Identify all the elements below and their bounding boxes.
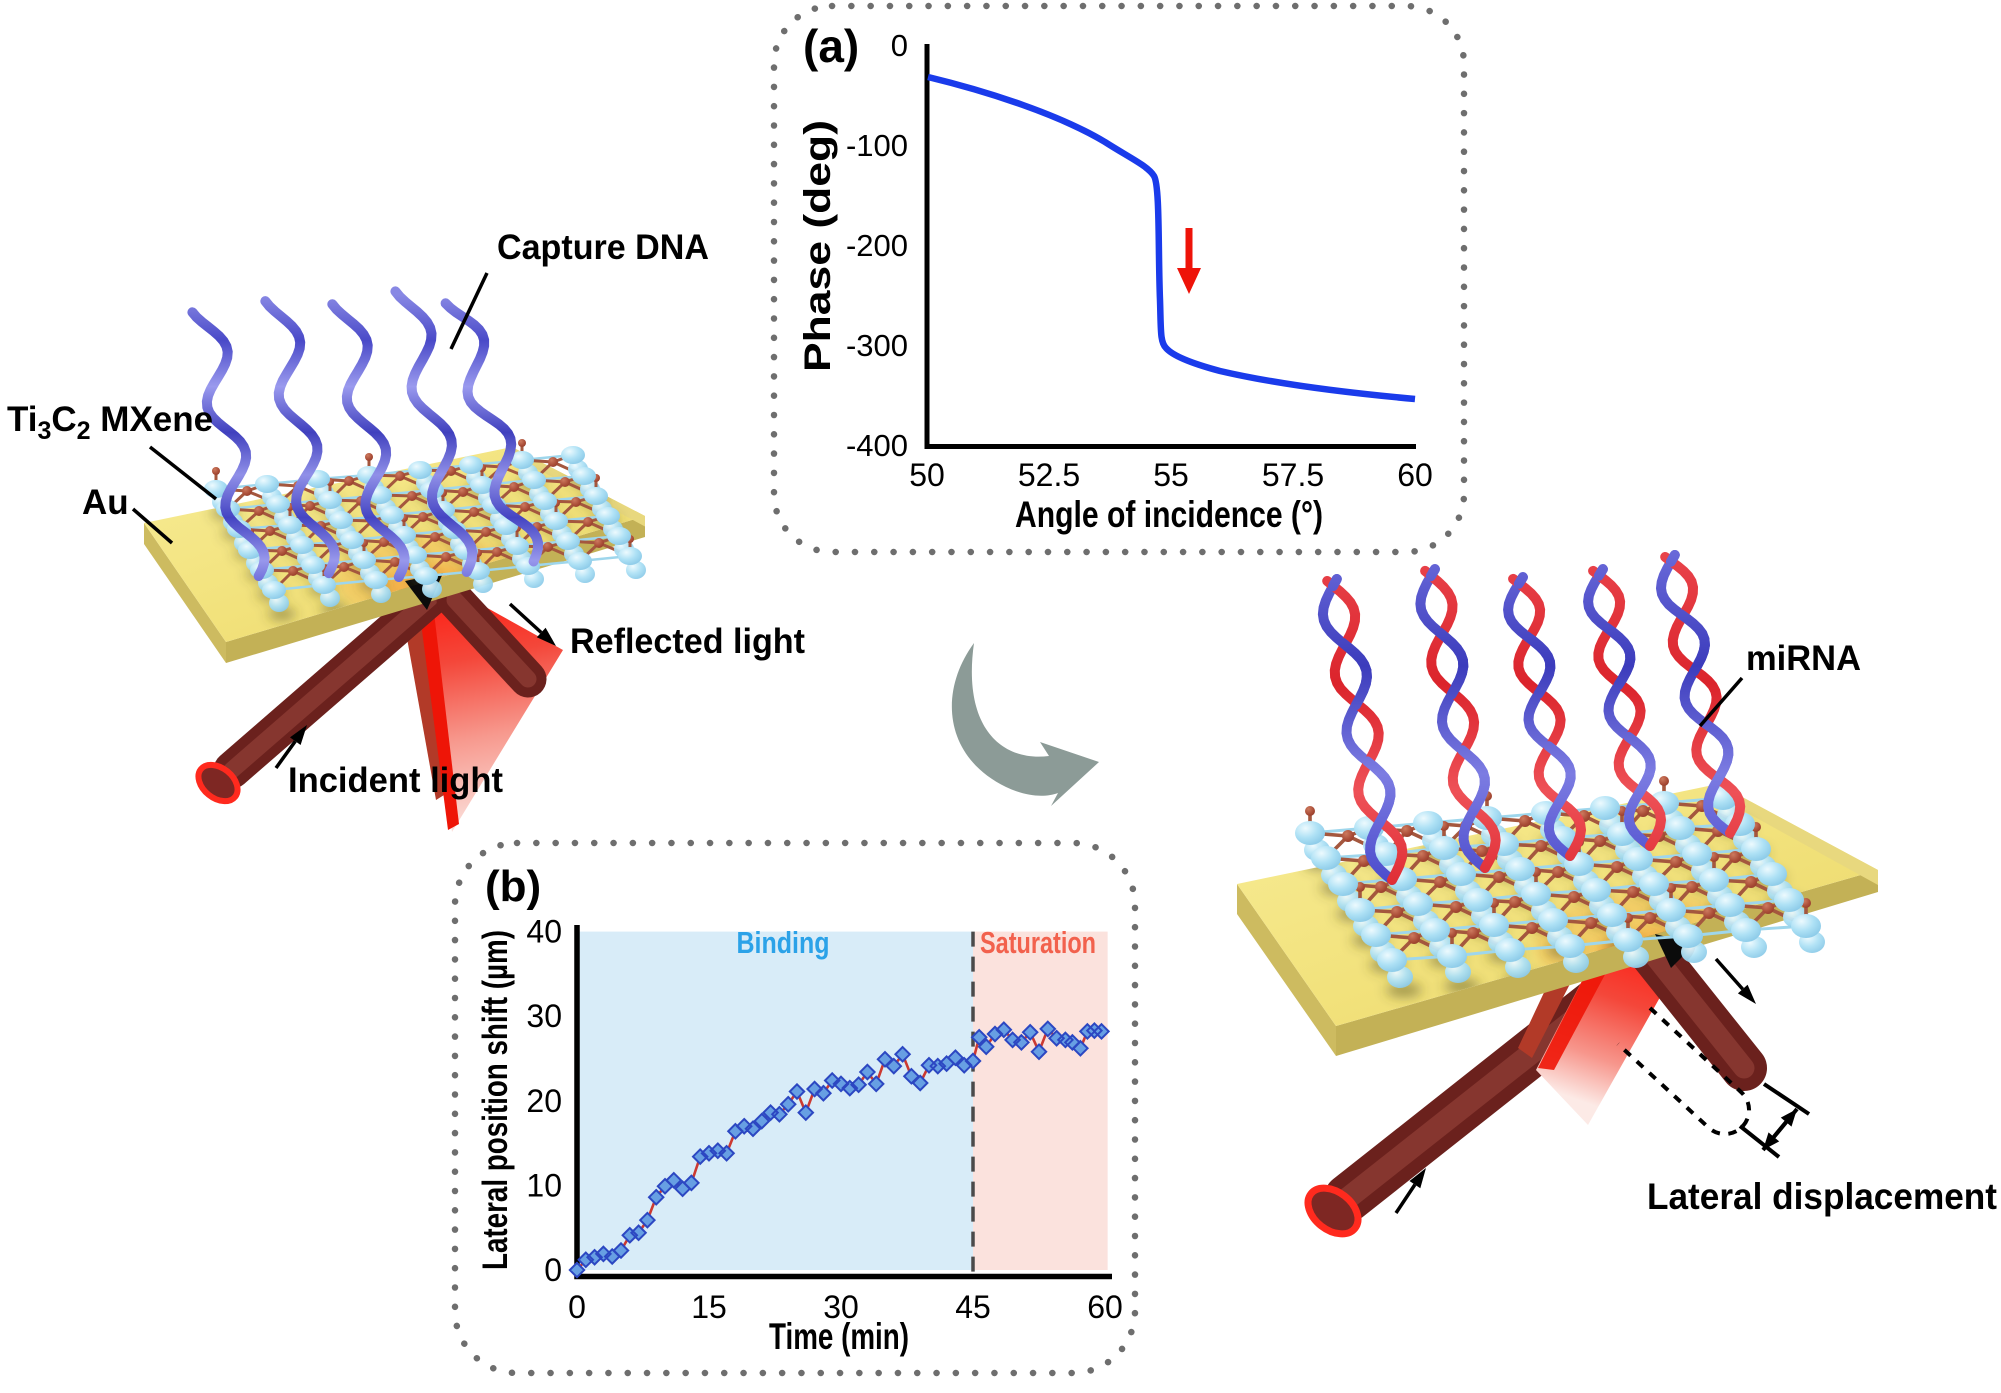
svg-text:Angle of incidence (°): Angle of incidence (°) [1015, 494, 1323, 535]
svg-text:Capture DNA: Capture DNA [497, 228, 709, 267]
svg-text:52.5: 52.5 [1018, 457, 1080, 493]
svg-text:0: 0 [891, 28, 908, 63]
svg-text:-400: -400 [846, 428, 908, 463]
svg-text:30: 30 [526, 998, 562, 1034]
svg-text:Saturation: Saturation [980, 925, 1096, 960]
svg-text:Incident light: Incident light [288, 761, 503, 800]
svg-text:(a): (a) [803, 20, 859, 72]
svg-text:-100: -100 [846, 128, 908, 163]
svg-text:Ti3C2 MXene: Ti3C2 MXene [7, 400, 213, 445]
svg-text:10: 10 [526, 1167, 562, 1203]
svg-text:60: 60 [1087, 1289, 1123, 1325]
svg-text:Reflected light: Reflected light [570, 622, 805, 661]
svg-text:55: 55 [1153, 457, 1189, 493]
svg-text:Lateral displacement: Lateral displacement [1647, 1176, 1997, 1217]
svg-text:60: 60 [1397, 457, 1433, 493]
svg-text:57.5: 57.5 [1262, 457, 1324, 493]
svg-text:-200: -200 [846, 228, 908, 263]
svg-text:0: 0 [544, 1252, 562, 1288]
svg-text:40: 40 [526, 914, 562, 950]
svg-text:Lateral position shift (µm): Lateral position shift (µm) [476, 930, 515, 1270]
svg-text:0: 0 [568, 1289, 586, 1325]
svg-text:-300: -300 [846, 328, 908, 363]
svg-text:Time (min): Time (min) [769, 1316, 909, 1357]
svg-text:50: 50 [909, 457, 945, 493]
svg-text:miRNA: miRNA [1746, 639, 1861, 678]
svg-text:20: 20 [526, 1083, 562, 1119]
svg-text:45: 45 [955, 1289, 991, 1325]
svg-text:Binding: Binding [737, 925, 830, 960]
svg-text:15: 15 [691, 1289, 727, 1325]
svg-text:30: 30 [823, 1289, 859, 1325]
svg-text:(b): (b) [485, 862, 541, 911]
svg-text:Au: Au [82, 483, 129, 522]
svg-text:Phase (deg): Phase (deg) [797, 120, 838, 372]
